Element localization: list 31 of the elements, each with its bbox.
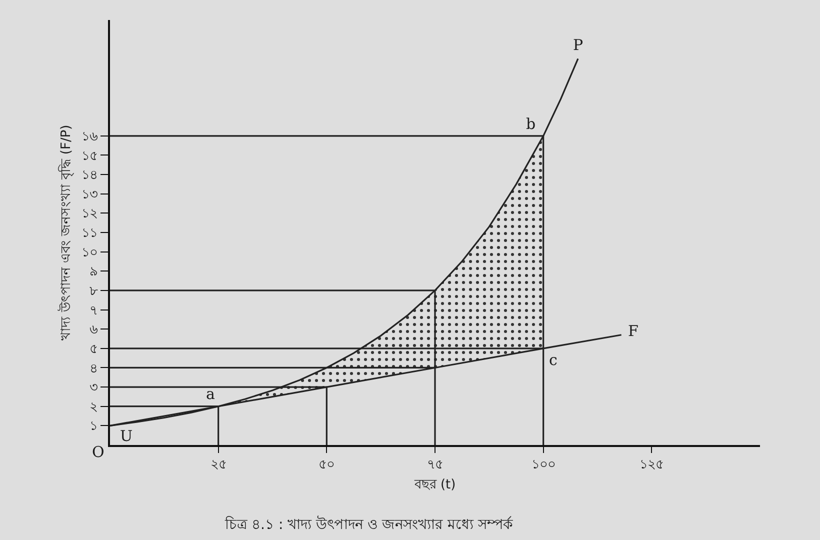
annotation: P bbox=[573, 36, 584, 54]
y-tick-label: ১৫ bbox=[82, 148, 98, 164]
annotation: U bbox=[120, 427, 133, 445]
annotation: a bbox=[206, 385, 215, 403]
y-tick-label: ২ bbox=[90, 400, 98, 415]
x-tick-label: ১২৫ bbox=[640, 457, 664, 472]
x-tick-label: ২৫ bbox=[210, 457, 226, 472]
y-tick-label: ৪ bbox=[90, 361, 98, 376]
x-tick-label: ১০০ bbox=[531, 457, 556, 472]
y-tick-label: ১০ bbox=[82, 245, 98, 260]
y-tick-label: ১৬ bbox=[82, 129, 99, 144]
y-tick-label: ১১ bbox=[82, 226, 98, 242]
text: O bbox=[92, 443, 104, 461]
y-tick-label: ৯ bbox=[90, 264, 98, 280]
annotation: F bbox=[628, 322, 638, 340]
annotation: b bbox=[526, 115, 536, 133]
x-tick-label: ৫০ bbox=[318, 457, 335, 472]
x-tick-label: ৭৫ bbox=[427, 457, 443, 472]
y-tick-label: ৮ bbox=[90, 284, 99, 299]
y-tick-label: ১৪ bbox=[82, 168, 98, 184]
y-tick-label: ৩ bbox=[90, 380, 98, 396]
annotation: c bbox=[549, 351, 558, 369]
text: চিত্র ৪.১ : খাদ্য উৎপাদন ও জনসংখ্যার মধ্যে সম্পর্ক bbox=[224, 516, 513, 534]
x-axis-title: বছর (t) bbox=[413, 477, 456, 492]
y-tick-label: ১৩ bbox=[82, 187, 98, 202]
y-tick-label: ১ bbox=[90, 419, 98, 434]
y-axis-title: খাদ্য উৎপাদন এবং জনসংখ্যা বৃদ্ধি (F/P) bbox=[58, 124, 74, 340]
y-tick-label: ৭ bbox=[90, 303, 98, 318]
y-tick-label: ১২ bbox=[82, 206, 98, 222]
y-tick-label: ৫ bbox=[90, 342, 98, 357]
y-tick-label: ৬ bbox=[90, 322, 99, 338]
